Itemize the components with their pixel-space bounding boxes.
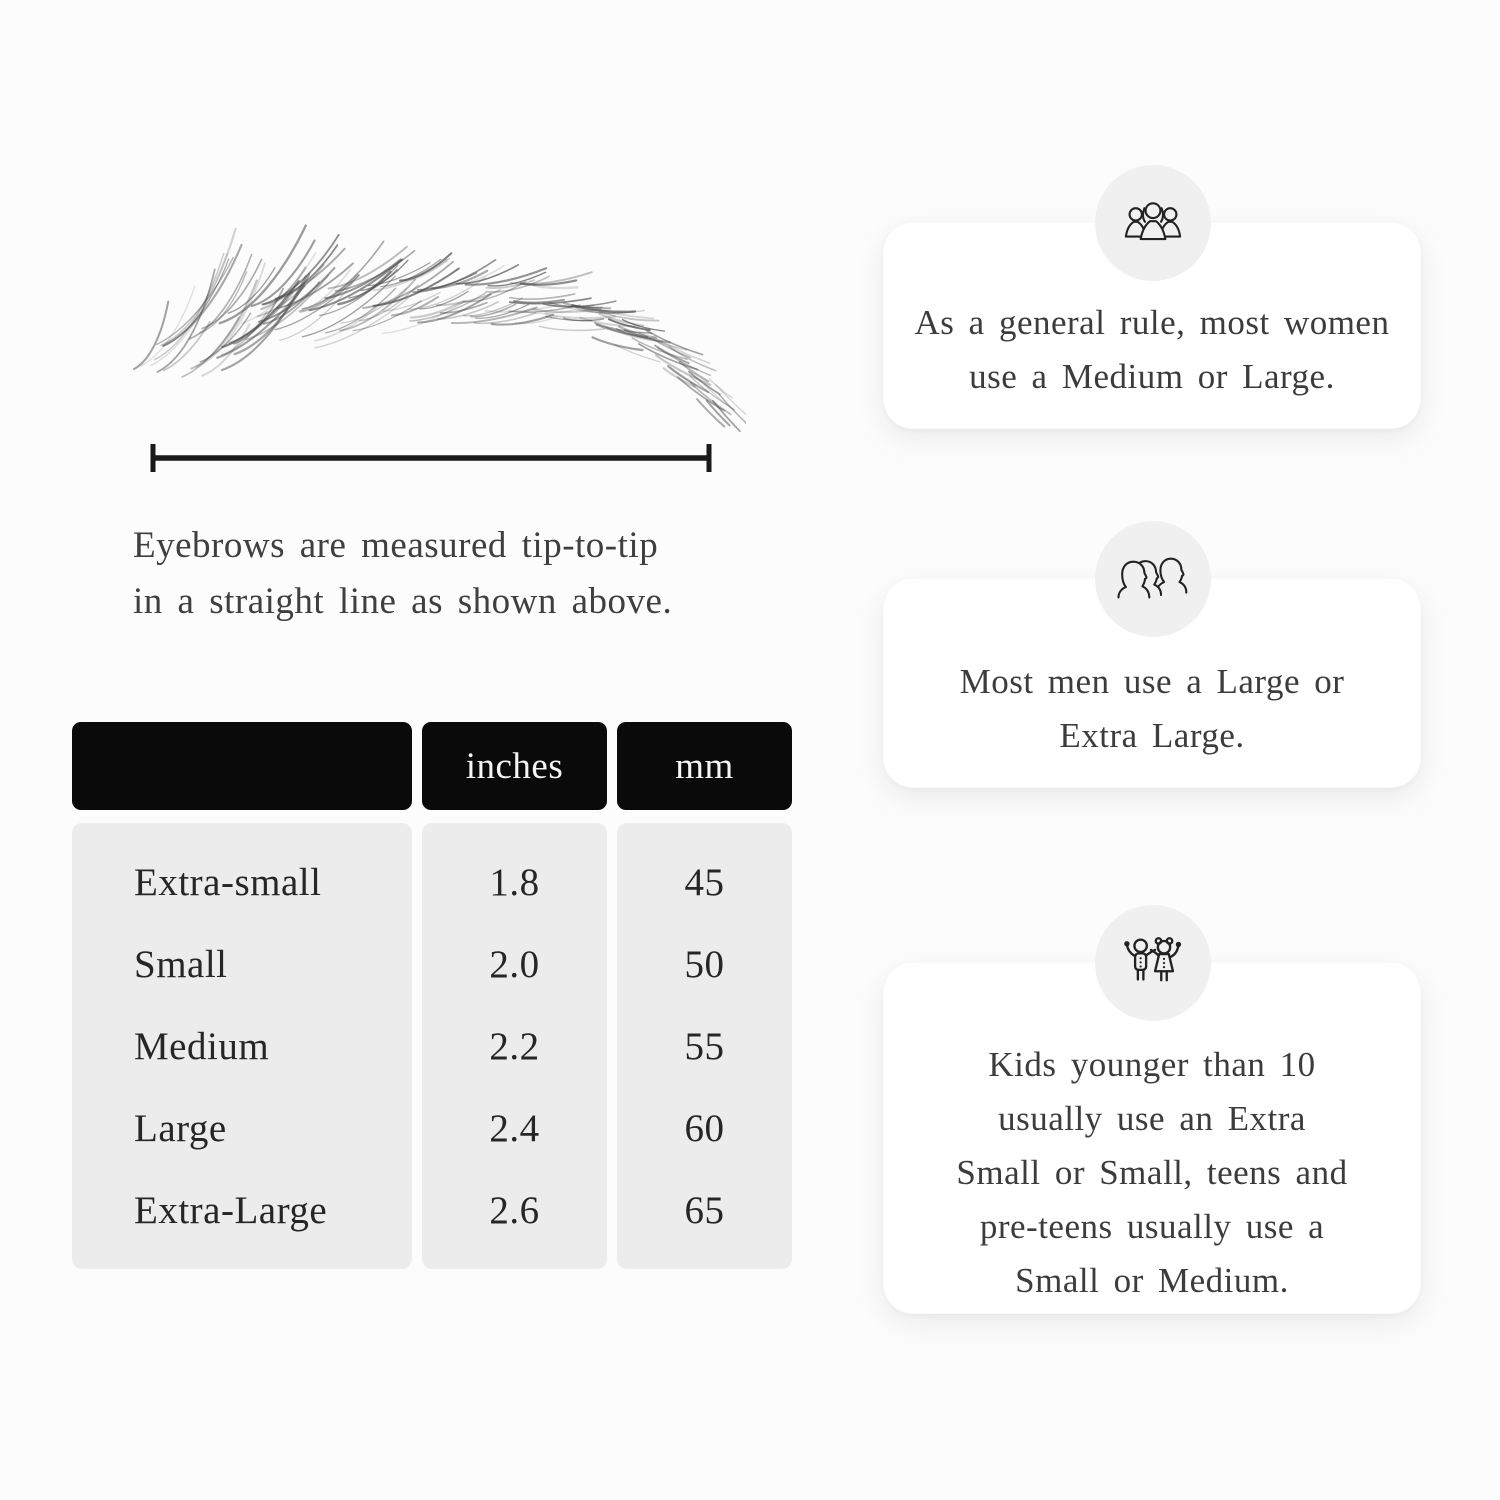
mm-value: 65 [684,1188,725,1232]
measurement-line [150,444,712,472]
women-sizing-card: As a general rule, most women use a Medi… [883,165,1421,429]
mm-value: 50 [684,942,725,986]
text-line: usually use an Extra [998,1099,1306,1138]
text-line: use a Medium or Large. [969,356,1335,396]
size-table: inches mm Extra-small Small Medium Large… [72,722,792,1269]
women-group-icon [1095,165,1211,281]
size-label: Extra-small [134,860,322,904]
text-line: pre-teens usually use a [979,1207,1325,1246]
caption-line-2: in a straight line as shown above. [133,581,673,622]
header-cell-inches: inches [422,722,607,810]
inches-column: 1.8 2.0 2.2 2.4 2.6 [422,823,607,1269]
kids-icon [1095,905,1211,1021]
kids-sizing-card: Kids younger than 10 usually use an Extr… [883,905,1421,1314]
text-line: Most men use a Large or [959,662,1345,701]
mm-value: 55 [684,1024,725,1068]
men-sizing-card: Most men use a Large or Extra Large. [883,521,1421,788]
text-line: Small or Small, teens and [956,1153,1348,1192]
kids-sizing-text: Kids younger than 10 usually use an Extr… [884,1038,1420,1308]
size-label: Extra-Large [134,1188,328,1232]
inches-value: 2.6 [489,1188,540,1232]
header-cell-blank [72,722,412,810]
women-sizing-text: As a general rule, most women use a Medi… [884,296,1420,404]
size-table-body: Extra-small Small Medium Large Extra-Lar… [72,823,792,1269]
size-label: Large [134,1106,227,1150]
men-sizing-text: Most men use a Large or Extra Large. [884,655,1420,763]
measurement-caption: Eyebrows are measured tip-to-tip in a st… [133,518,773,630]
caption-line-1: Eyebrows are measured tip-to-tip [133,525,659,566]
mm-value: 60 [684,1106,725,1150]
text-line: As a general rule, most women [914,302,1390,342]
size-label: Medium [134,1024,270,1068]
text-line: Kids younger than 10 [988,1045,1316,1084]
inches-value: 1.8 [489,860,540,904]
eyebrow-illustration [118,222,746,434]
size-table-header: inches mm [72,722,792,810]
header-cell-mm: mm [617,722,792,810]
men-group-icon [1095,521,1211,637]
mm-value: 45 [684,860,725,904]
eyebrow-sketch [132,224,746,432]
inches-value: 2.0 [489,942,540,986]
inches-value: 2.2 [489,1024,540,1068]
size-label: Small [134,942,228,986]
size-label-column: Extra-small Small Medium Large Extra-Lar… [72,823,412,1269]
mm-column: 45 50 55 60 65 [617,823,792,1269]
inches-value: 2.4 [489,1106,540,1150]
text-line: Small or Medium. [1015,1261,1289,1300]
text-line: Extra Large. [1059,716,1245,755]
